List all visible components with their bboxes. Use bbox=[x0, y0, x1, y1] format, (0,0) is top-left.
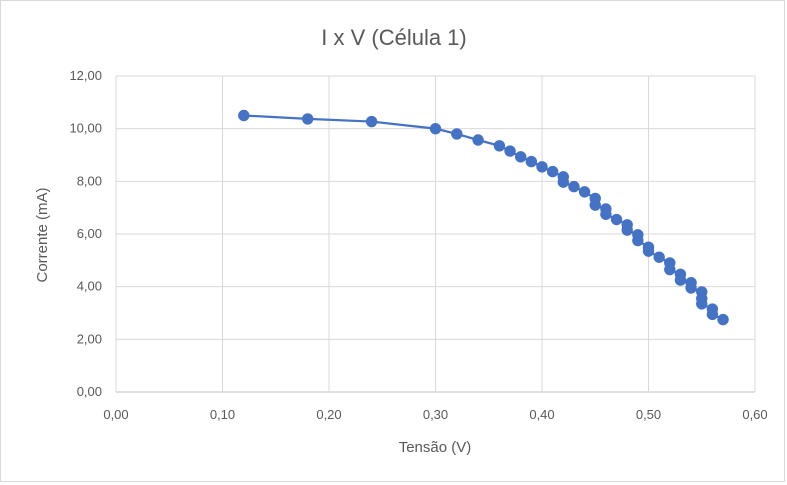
data-point bbox=[600, 208, 612, 220]
data-point bbox=[515, 151, 527, 163]
data-point bbox=[685, 282, 697, 294]
y-axis-ticks: 0,00 2,00 4,00 6,00 8,00 10,00 12,00 bbox=[69, 68, 102, 399]
data-points bbox=[238, 109, 729, 326]
data-point bbox=[642, 245, 655, 257]
data-point bbox=[568, 180, 580, 193]
data-point bbox=[238, 109, 250, 122]
y-tick-label: 0,00 bbox=[77, 384, 102, 399]
y-axis-title: Corrente (mA) bbox=[34, 187, 51, 282]
y-tick-label: 8,00 bbox=[77, 173, 102, 188]
data-point bbox=[696, 298, 708, 310]
x-tick-label: 0,20 bbox=[316, 407, 341, 422]
data-point bbox=[664, 263, 676, 276]
y-tick-label: 12,00 bbox=[69, 68, 102, 83]
y-tick-label: 10,00 bbox=[69, 121, 102, 136]
data-point bbox=[621, 224, 633, 236]
data-point bbox=[578, 186, 591, 198]
x-axis-title: Tensão (V) bbox=[399, 439, 472, 456]
chart-title: I x V (Célula 1) bbox=[321, 25, 467, 50]
data-point bbox=[451, 128, 463, 140]
data-point bbox=[429, 122, 442, 135]
series-line bbox=[243, 114, 724, 321]
x-tick-label: 0,10 bbox=[210, 407, 235, 422]
data-point bbox=[525, 155, 538, 168]
data-point bbox=[493, 140, 506, 152]
x-tick-label: 0,40 bbox=[529, 407, 554, 422]
x-tick-label: 0,60 bbox=[742, 407, 767, 422]
y-tick-label: 4,00 bbox=[77, 279, 102, 294]
data-point bbox=[302, 113, 314, 125]
data-point bbox=[717, 313, 729, 326]
data-point bbox=[365, 115, 378, 128]
data-point bbox=[472, 134, 484, 146]
x-axis-ticks: 0,00 0,10 0,20 0,30 0,40 0,50 0,60 bbox=[103, 407, 767, 422]
data-point bbox=[536, 161, 548, 173]
y-tick-label: 2,00 bbox=[77, 331, 102, 346]
data-point bbox=[546, 165, 559, 178]
data-point bbox=[632, 234, 644, 247]
data-point bbox=[653, 251, 665, 263]
data-point bbox=[589, 199, 601, 211]
data-point bbox=[557, 176, 569, 188]
data-point bbox=[706, 308, 719, 321]
data-point bbox=[504, 145, 516, 157]
data-point bbox=[610, 213, 623, 226]
x-tick-label: 0,50 bbox=[636, 407, 661, 422]
y-tick-label: 6,00 bbox=[77, 226, 102, 241]
data-point bbox=[674, 274, 687, 286]
x-tick-label: 0,30 bbox=[423, 407, 448, 422]
x-tick-label: 0,00 bbox=[103, 407, 128, 422]
